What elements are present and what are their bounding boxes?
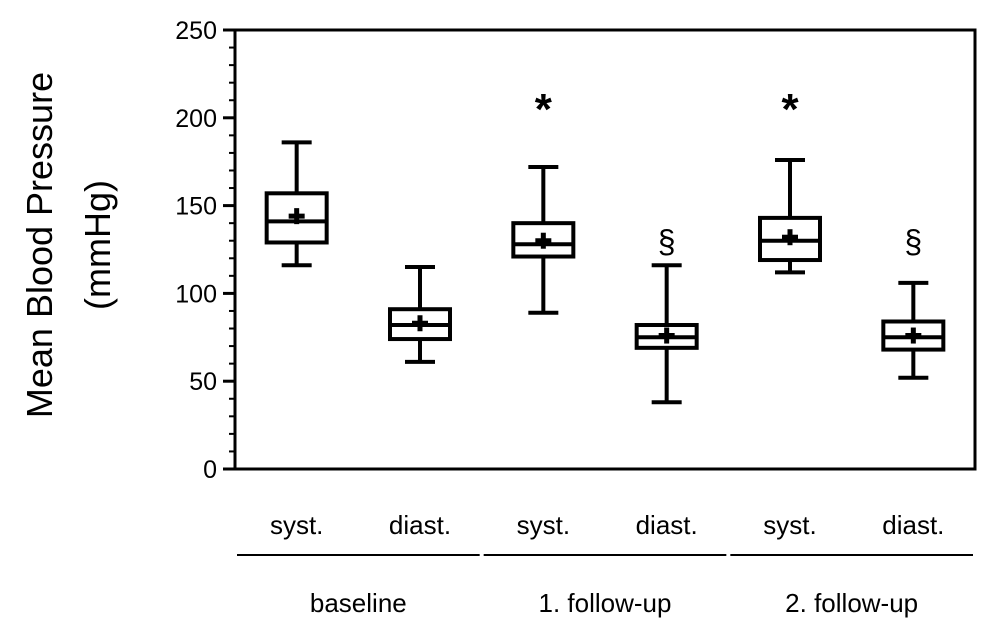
y-axis-label-line1: Mean Blood Pressure — [19, 72, 60, 418]
y-tick-label: 150 — [175, 193, 217, 221]
significance-star: * — [535, 85, 553, 134]
plot-frame — [233, 28, 977, 471]
category-label: diast. — [389, 510, 451, 540]
group-label: baseline — [310, 588, 407, 618]
significance-star: * — [781, 85, 799, 134]
y-tick-label: 0 — [203, 456, 217, 484]
group-label: 2. follow-up — [785, 588, 918, 618]
category-label: diast. — [636, 510, 698, 540]
category-label: syst. — [517, 510, 570, 540]
box-iqr — [264, 191, 329, 245]
box-iqr — [511, 221, 576, 259]
y-tick-label: 100 — [175, 280, 217, 308]
y-axis-label-line2: (mmHg) — [77, 180, 118, 310]
significance-section-mark: § — [658, 224, 676, 260]
significance-section-mark: § — [904, 224, 922, 260]
plot-area: 0 50 100 150 200 250 syst. diast. syst. diast. sys… — [175, 17, 977, 618]
category-label: syst. — [763, 510, 816, 540]
y-tick-label: 200 — [175, 105, 217, 133]
group-label: 1. follow-up — [539, 588, 672, 618]
category-label: syst. — [270, 510, 323, 540]
y-tick-label: 250 — [175, 17, 217, 45]
category-label: diast. — [882, 510, 944, 540]
y-tick-label: 50 — [189, 368, 217, 396]
